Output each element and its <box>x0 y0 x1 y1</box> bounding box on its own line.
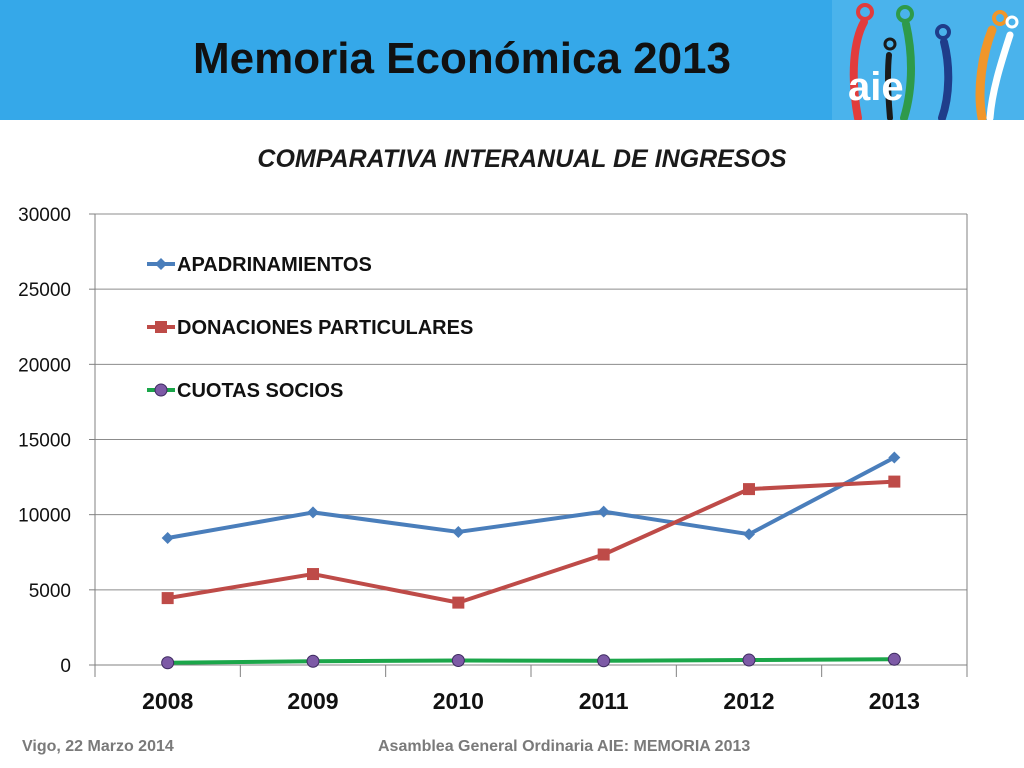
footer-event: Asamblea General Ordinaria AIE: MEMORIA … <box>378 738 751 755</box>
x-tick-label: 2013 <box>869 688 920 714</box>
line-chart: 0 5000 10000 15000 20000 25000 30000 2008 2009 20… <box>18 205 968 714</box>
legend-label-2: CUOTAS SOCIOS <box>177 380 343 402</box>
data-point <box>161 531 174 544</box>
data-point <box>742 653 756 667</box>
data-point <box>307 568 319 581</box>
x-tick-label: 2008 <box>142 688 193 714</box>
y-tick-label: 15000 <box>18 431 71 452</box>
legend-marker-1 <box>155 321 167 333</box>
x-tick-label: 2010 <box>433 688 484 714</box>
data-point <box>161 656 175 670</box>
y-tick-label: 30000 <box>18 205 71 226</box>
data-point <box>451 653 465 667</box>
data-point <box>597 505 610 518</box>
slide-title: Memoria Económica 2013 <box>192 34 731 83</box>
aie-logo-graphic: aie <box>848 3 1019 120</box>
data-point <box>307 506 319 519</box>
y-tick-label: 20000 <box>18 355 71 376</box>
x-tick-label: 2009 <box>287 688 338 714</box>
data-point <box>743 528 755 541</box>
y-tick-label: 10000 <box>18 506 71 527</box>
data-point <box>888 451 901 464</box>
footer-location-date: Vigo, 22 Marzo 2014 <box>22 738 174 755</box>
legend-label-1: DONACIONES PARTICULARES <box>177 317 473 339</box>
y-tick-label: 5000 <box>29 581 71 602</box>
x-tick-label: 2012 <box>723 688 774 714</box>
data-point <box>452 525 465 538</box>
chart-title: COMPARATIVA INTERANUAL DE INGRESOS <box>257 145 787 173</box>
data-point <box>887 652 901 666</box>
legend-marker-0 <box>155 258 167 270</box>
aie-logo: aie <box>832 0 1024 120</box>
y-tick-label: 0 <box>60 656 71 677</box>
legend-label-0: APADRINAMIENTOS <box>177 254 372 276</box>
x-tick-label: 2011 <box>579 688 629 714</box>
data-point <box>452 596 465 609</box>
data-point <box>888 475 901 488</box>
logo-text: aie <box>848 65 904 109</box>
y-tick-label: 25000 <box>18 280 71 301</box>
data-point <box>306 654 320 668</box>
legend-marker-2 <box>154 383 168 397</box>
data-point <box>597 548 610 561</box>
data-point <box>743 483 755 496</box>
data-point <box>161 592 174 605</box>
series-line-1 <box>167 479 895 605</box>
data-point <box>597 654 611 668</box>
header-bar: Memoria Económica 2013 aie <box>0 0 1024 120</box>
series-line-0 <box>167 455 896 540</box>
series-line-2 <box>167 657 895 665</box>
